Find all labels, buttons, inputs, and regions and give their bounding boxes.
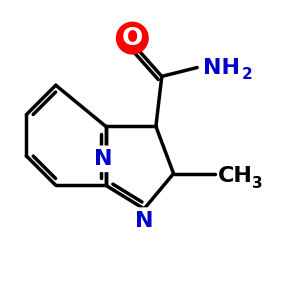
Text: N: N [94, 149, 112, 169]
Text: 3: 3 [252, 176, 262, 191]
Text: N: N [135, 211, 153, 231]
Text: NH: NH [203, 58, 240, 78]
Text: O: O [122, 26, 143, 50]
Text: CH: CH [218, 167, 253, 187]
Text: N: N [135, 211, 153, 231]
Text: O: O [122, 26, 143, 50]
Text: 2: 2 [241, 68, 252, 82]
Text: N: N [94, 149, 112, 169]
